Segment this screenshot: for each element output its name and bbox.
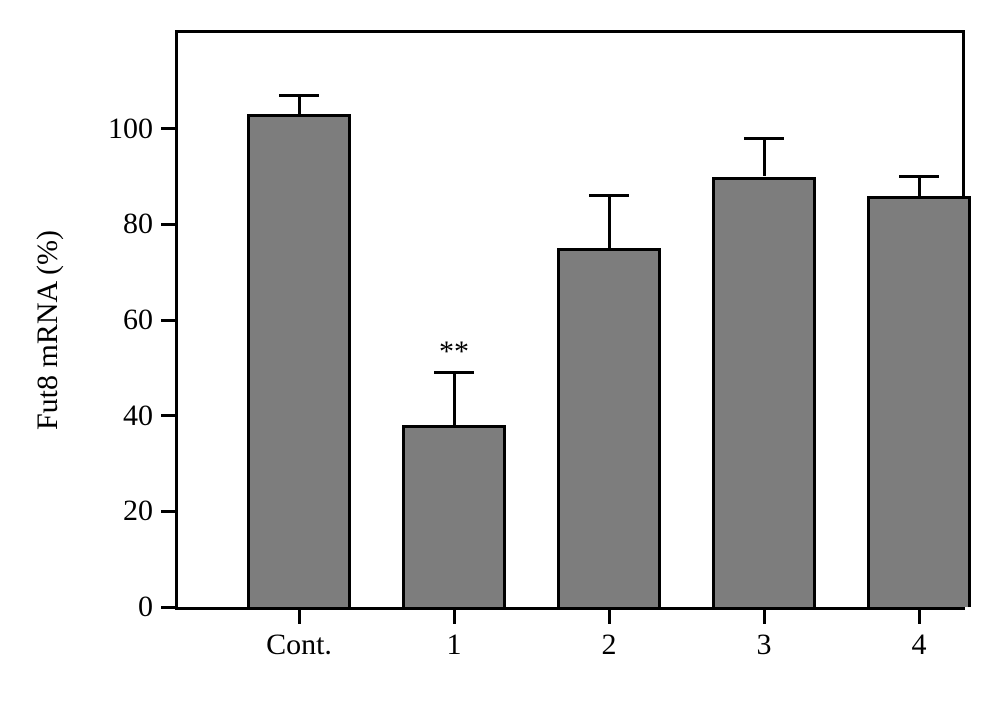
x-tick — [918, 610, 921, 624]
error-bar — [453, 373, 456, 426]
y-tick-label: 20 — [83, 496, 153, 526]
error-bar — [608, 196, 611, 249]
y-tick — [161, 606, 175, 609]
x-tick — [453, 610, 456, 624]
x-tick-label: 2 — [539, 630, 679, 660]
y-tick — [161, 510, 175, 513]
bar — [557, 248, 661, 607]
significance-marker: ** — [414, 335, 494, 369]
x-tick-label: 1 — [384, 630, 524, 660]
y-tick — [161, 414, 175, 417]
y-tick — [161, 223, 175, 226]
error-bar — [763, 138, 766, 176]
error-bar-cap — [744, 137, 784, 140]
chart-container: 0 20 40 60 80 100 Cont. 1234 ** Fut8 mRNA (%) — [0, 0, 1000, 702]
y-tick-label: 100 — [83, 114, 153, 144]
x-tick — [763, 610, 766, 624]
x-tick — [608, 610, 611, 624]
y-axis-label: Fut8 mRNA (%) — [31, 230, 65, 430]
x-tick-label: 4 — [849, 630, 989, 660]
y-tick-label: 80 — [83, 209, 153, 239]
bar — [402, 425, 506, 607]
x-tick-label: 3 — [694, 630, 834, 660]
error-bar — [298, 95, 301, 114]
y-tick-label: 40 — [83, 401, 153, 431]
bar — [867, 196, 971, 607]
error-bar-cap — [899, 175, 939, 178]
error-bar — [918, 177, 921, 196]
y-tick-label: 60 — [83, 305, 153, 335]
x-tick — [298, 610, 301, 624]
y-tick — [161, 319, 175, 322]
y-tick-label: 0 — [83, 592, 153, 622]
y-tick — [161, 127, 175, 130]
bar — [712, 177, 816, 608]
bar — [247, 114, 351, 607]
error-bar-cap — [434, 371, 474, 374]
error-bar-cap — [589, 194, 629, 197]
x-tick-label: Cont. — [229, 630, 369, 660]
error-bar-cap — [279, 94, 319, 97]
